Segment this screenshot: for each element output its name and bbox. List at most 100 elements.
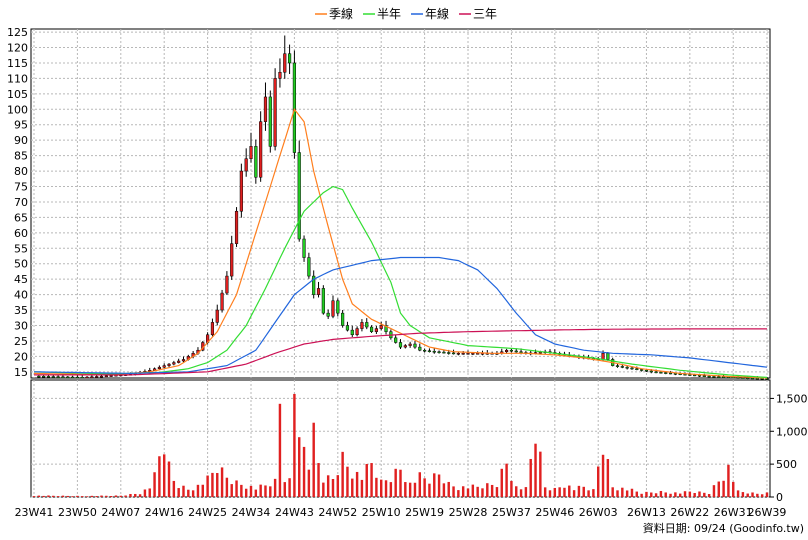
volume-bar [201,484,204,497]
volume-panel: 0 500 1,000 1,500 [30,379,808,504]
candle-down [418,346,422,351]
volume-bar [717,481,720,497]
candle-down [644,370,649,372]
volume-bar [760,494,764,497]
candle-down [750,377,755,380]
x-tick-label: 26W39 [748,506,787,519]
price-plot-frame [30,28,771,379]
volume-bar [461,486,465,497]
volume-bar [413,482,417,497]
candle-up [244,158,248,172]
volume-bar [693,493,696,497]
volume-bar [336,475,340,497]
volume-bar [81,496,84,497]
candle-up [374,328,378,332]
volume-bar [457,490,460,497]
volume-bar [664,492,667,497]
volume-bar [616,490,619,497]
legend-label: 半年 [377,7,401,21]
x-tick-label: 23W41 [15,506,54,519]
candle-down [66,376,70,379]
candle-down [693,374,697,377]
candle-down [75,376,79,379]
volume-bar [601,454,605,497]
volume-bar [659,490,663,497]
volume-tick-label: 1,500 [776,392,808,405]
candle-up [476,353,480,355]
price-tick-label: 40 [14,289,28,302]
volume-bar [389,482,393,497]
price-tick-label: 85 [14,150,28,163]
volume-bar [167,461,171,497]
volume-bar [249,485,253,497]
candle-up [157,366,161,369]
volume-bar [688,491,692,497]
source-label: 資料日期: 09/24 (Goodinfo.tw) [643,521,804,535]
candle-down [615,365,620,367]
x-tick-label: 24W07 [101,506,140,519]
volume-bar [341,451,344,497]
volume-bar [85,496,89,497]
candle-up [172,362,176,365]
x-tick-label: 24W43 [275,506,314,519]
price-tick-label: 35 [14,304,28,317]
candle-down [668,372,673,375]
candle-down [51,376,55,378]
volume-bar [100,495,103,497]
candle-down [630,367,634,370]
volume-bar [298,437,301,497]
candle-down [268,96,272,147]
volume-bar [548,490,552,497]
volume-bar [95,496,98,497]
candle-up [360,322,364,329]
candle-down [755,377,759,380]
volume-bar [56,496,60,497]
candle-up [259,121,263,178]
volume-bar [524,487,528,497]
volume-bar [172,480,176,497]
price-tick-label: 90 [14,134,28,147]
candle-down [697,375,702,377]
x-tick-label: 24W16 [145,506,184,519]
price-panel: 15 20 25 30 35 40 45 50 55 60 65 70 75 80 85 90 95 100 105… [7,26,771,380]
volume-bar [47,495,50,497]
candle-down [606,353,610,360]
candle-up [403,345,407,348]
volume-bar [756,493,759,497]
candle-down [302,238,306,258]
candle-up [109,375,113,377]
volume-bar [712,485,716,497]
candle-down [451,352,456,355]
candle-up [466,353,470,355]
candle-up [225,275,229,294]
candle-up [461,353,465,355]
candle-down [307,257,311,277]
legend-label: 季線 [329,6,353,21]
candle-down [423,349,427,352]
candle-down [70,376,75,379]
candle-down [61,376,65,379]
volume-bar [187,489,190,497]
volume-bar [355,471,359,497]
volume-bar [379,479,383,497]
candle-down [398,342,403,348]
candle-up [355,328,359,336]
volume-bar [61,495,65,497]
volume-bar [404,482,407,497]
candle-up [456,353,460,355]
candle-down [365,322,369,328]
volume-bar [727,464,730,497]
candle-down [717,376,721,378]
volume-bar [640,493,643,497]
ma-line-季線 [33,108,768,379]
x-tick-label: 24W52 [318,506,357,519]
x-tick-label: 25W10 [362,506,401,519]
volume-bar [606,459,610,497]
price-tick-label: 30 [14,319,28,332]
volume-bar [225,477,229,497]
volume-bar [134,493,137,497]
candle-down [746,377,750,379]
candle-up [505,349,509,352]
volume-bar [490,484,494,497]
volume-bar [529,458,532,497]
